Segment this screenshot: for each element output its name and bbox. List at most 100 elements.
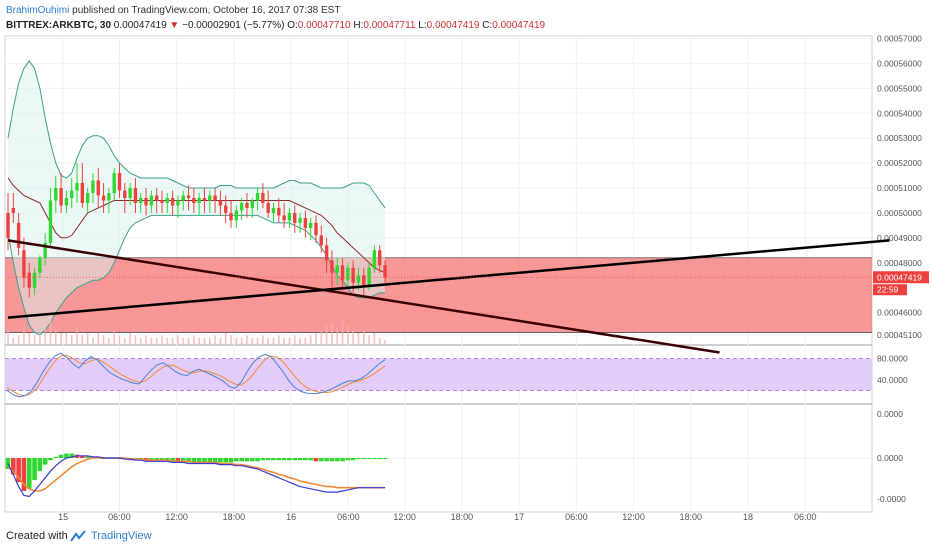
candle-body: [218, 200, 223, 206]
volume-bar: [166, 337, 169, 345]
candle-body: [85, 192, 90, 203]
high-value: 0.00047711: [363, 20, 416, 31]
volume-bar: [97, 333, 100, 345]
candle-body: [202, 197, 207, 201]
volume-bar: [182, 337, 185, 345]
high-label: H:: [353, 20, 364, 31]
candle-body: [330, 260, 334, 273]
candle-body: [324, 245, 329, 261]
candle-body: [149, 195, 154, 206]
volume-bar: [347, 325, 349, 345]
candle-body: [38, 257, 42, 273]
candle-body: [133, 188, 138, 203]
candle-body: [197, 197, 201, 203]
candle-body: [16, 222, 21, 248]
tradingview-brand[interactable]: TradingView: [91, 530, 152, 542]
time-axis-label: 18:00: [451, 512, 474, 522]
author-link[interactable]: BrahimOuhimi: [6, 5, 70, 16]
symbol-label[interactable]: BITTREX:ARKBTC, 30: [6, 20, 112, 31]
trendline: [7, 239, 720, 354]
time-axis-label: 18: [743, 512, 753, 522]
candle-body: [234, 210, 239, 221]
candle-body: [335, 265, 339, 273]
macd-histogram-bar: [329, 458, 335, 462]
volume-bar: [113, 330, 115, 345]
volume-bar: [320, 330, 323, 345]
candle-body: [314, 222, 318, 236]
volume-bar: [214, 335, 216, 345]
candle-body: [75, 183, 79, 191]
volume-bar: [272, 337, 275, 345]
volume-bar: [309, 335, 312, 345]
volume-bar: [28, 333, 31, 345]
candle-body: [277, 207, 281, 216]
macd-histogram-bar: [32, 458, 37, 480]
volume-bar: [278, 335, 280, 345]
volume-bar: [288, 337, 291, 345]
price-axis-label: 0.00048000: [877, 258, 922, 268]
volume-bar: [224, 333, 227, 345]
time-axis-label: 16: [286, 512, 296, 522]
tradingview-logo-icon: [70, 530, 86, 542]
candle-body: [362, 275, 366, 286]
volume-bar: [262, 335, 264, 345]
macd-signal-line: [7, 457, 385, 492]
macd-histogram-bar: [223, 458, 229, 463]
volume-bar: [203, 337, 206, 345]
price-axis-label: 0.00051000: [877, 183, 922, 193]
volume-bar: [193, 335, 195, 345]
candle-body: [282, 215, 286, 221]
volume-bar: [118, 335, 121, 345]
macd-histogram-bar: [350, 458, 356, 461]
chart-canvas[interactable]: 15 06:00 12:00 18:00 16 06:00 12:00 18:00 17 06:0…: [0, 0, 932, 522]
macd-histogram-bar: [11, 458, 16, 475]
candle-body: [372, 250, 377, 268]
volume-bar: [208, 337, 211, 345]
change-value: −0.00002901 (−5.77%): [182, 20, 285, 31]
candle-body: [139, 197, 143, 203]
volume-bar: [23, 325, 25, 345]
volume-bar: [315, 333, 317, 345]
candle-body: [383, 265, 387, 278]
macd-histogram-bar: [26, 458, 32, 489]
candle-body: [186, 195, 191, 198]
macd-histogram-bar: [170, 458, 175, 462]
countdown-badge: [873, 284, 907, 296]
volume-bar: [246, 335, 248, 345]
macd-histogram-bar: [21, 458, 27, 491]
macd-histogram-bar: [244, 458, 250, 462]
macd-histogram-bar: [64, 453, 69, 458]
candle-body: [208, 195, 212, 201]
candle-body: [54, 188, 58, 201]
volume-bar: [304, 337, 307, 345]
volume-bar: [129, 333, 131, 345]
volume-bar: [219, 337, 222, 345]
macd-histogram-bar: [186, 458, 191, 463]
macd-histogram-bar: [53, 456, 59, 458]
candle-body: [48, 200, 53, 243]
time-axis-label: 12:00: [393, 512, 416, 522]
candle-body: [96, 180, 100, 196]
candle-body: [165, 197, 169, 203]
price-axis-label: 0.00052000: [877, 158, 922, 168]
time-axis-label: 06:00: [794, 512, 817, 522]
volume-bar: [17, 335, 20, 345]
macd-histogram-bar: [80, 455, 85, 458]
volume-bar: [171, 337, 174, 345]
candle-body: [303, 217, 308, 228]
candle-body: [123, 190, 127, 198]
low-value: 0.00047419: [426, 20, 480, 31]
macd-histogram-bar: [69, 453, 75, 458]
volume-bar: [378, 337, 381, 345]
low-label: L:: [418, 20, 427, 31]
candle-body: [112, 173, 116, 193]
price-axis-label: 0.00045100: [877, 330, 922, 340]
macd-histogram-bar: [191, 458, 197, 463]
price-axis-label: 0.00050000: [877, 208, 922, 218]
macd-histogram-bar: [85, 455, 90, 458]
candle-body: [64, 197, 69, 206]
volume-bar: [187, 337, 190, 345]
candle-body: [176, 200, 180, 206]
volume-bar: [283, 337, 285, 345]
candle-body: [346, 267, 350, 281]
